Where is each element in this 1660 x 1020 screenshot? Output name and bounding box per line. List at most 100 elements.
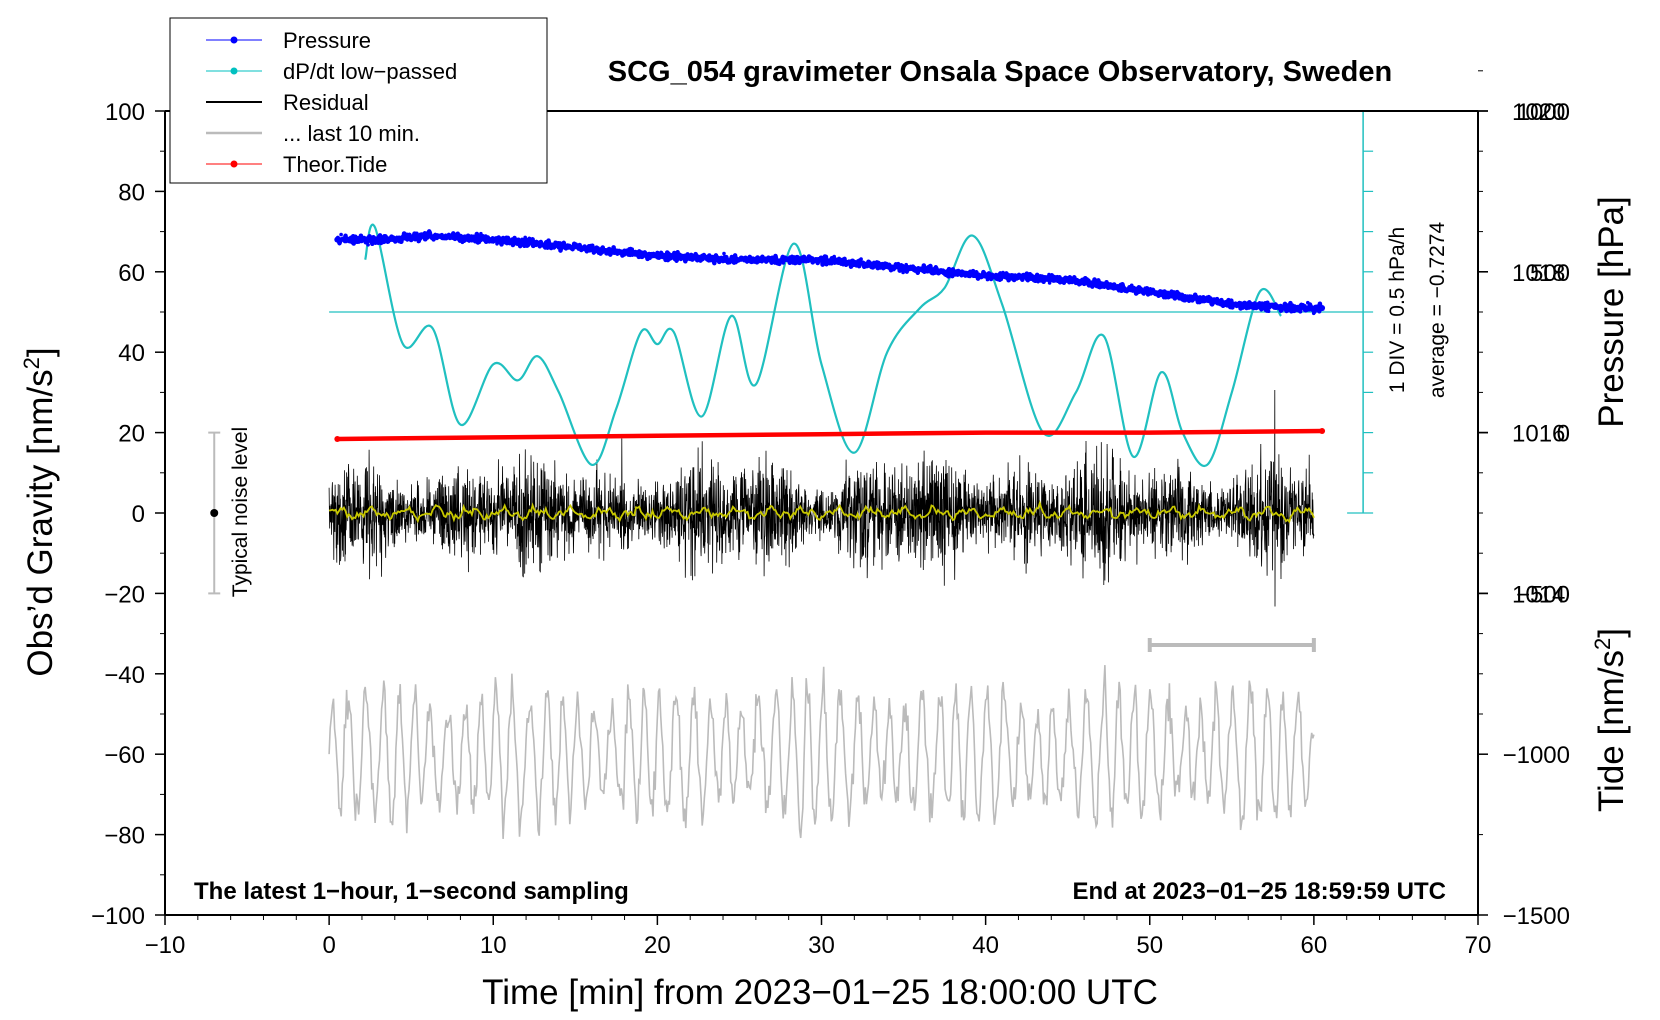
pressure-point	[479, 231, 483, 236]
x-tick-label: 20	[644, 932, 671, 959]
bottom-left-annotation: The latest 1−hour, 1−second sampling	[194, 878, 629, 905]
pressure-point	[1137, 285, 1142, 290]
legend-label-residual: Residual	[283, 90, 369, 115]
legend-marker-dpdt	[230, 67, 238, 75]
pressure-point	[998, 277, 1002, 282]
pressure-point	[366, 243, 370, 247]
pressure-tick-label: 1020	[1512, 99, 1565, 126]
pressure-point	[1135, 287, 1139, 292]
last10-series-line	[328, 665, 1315, 839]
noise-level-label: Typical noise level	[229, 427, 252, 597]
pressure-point	[1047, 275, 1052, 280]
pressure-point	[1058, 280, 1063, 285]
pressure-point	[733, 253, 737, 257]
tide-start-point	[334, 436, 341, 443]
legend-marker-tide	[230, 160, 238, 168]
tide-tick-label: −1000	[1503, 742, 1570, 769]
legend: Pressure dP/dt low−passed Residual ... l…	[169, 17, 548, 184]
pressure-point	[859, 257, 863, 261]
pressure-point	[1193, 293, 1198, 297]
pressure-series-line	[335, 229, 1325, 315]
tide-tick-label: 1000	[1517, 99, 1570, 126]
y-axis-label-gravity-sup: 2	[19, 357, 44, 369]
pressure-point	[986, 276, 990, 281]
pressure-point	[460, 240, 465, 245]
legend-entry-dpdt: dP/dt low−passed	[206, 59, 457, 84]
pressure-point	[1100, 284, 1104, 289]
y-tick-label: −100	[91, 903, 145, 930]
pressure-point	[606, 250, 610, 255]
tide-tick-label: 0	[1557, 421, 1570, 448]
dpdt-scale-label: 1 DIV = 0.5 hPa/h	[1386, 227, 1409, 393]
pressure-point	[858, 261, 862, 266]
pressure-point	[1082, 282, 1086, 287]
x-tick-label: 40	[972, 932, 999, 959]
legend-entry-pressure: Pressure	[206, 28, 371, 53]
pressure-point	[850, 263, 855, 268]
pressure-point	[1047, 272, 1051, 277]
pressure-tick-label: 1014	[1512, 581, 1565, 608]
pressure-point	[423, 237, 427, 242]
x-axis-label: Time [min] from 2023−01−25 18:00:00 UTC	[482, 973, 1158, 1012]
y-tick-label: 40	[118, 340, 145, 367]
residual-series-line	[328, 389, 1315, 607]
pressure-point	[527, 241, 532, 245]
pressure-point	[1129, 283, 1134, 288]
pressure-point	[399, 239, 404, 243]
tide-tick-label: −1500	[1503, 903, 1570, 930]
y-tick-label: −20	[104, 581, 145, 608]
bottom-right-annotation: End at 2023−01−25 18:59:59 UTC	[1072, 878, 1446, 905]
y-tick-label: −60	[104, 742, 145, 769]
axes: −10 0 10 20 30 40 50 60 70−100−80−60−40−20020406…	[91, 70, 1570, 959]
pressure-point	[678, 254, 683, 259]
pressure-point	[416, 239, 421, 244]
tide-end-point	[1319, 427, 1326, 434]
pressure-point	[457, 234, 462, 238]
y-axis-label-gravity: Obs’d Gravity [nm/s2]	[19, 347, 60, 676]
legend-label-dpdt: dP/dt low−passed	[283, 59, 457, 84]
pressure-point	[769, 261, 774, 265]
y-axis-label-gravity-end: ]	[21, 347, 60, 357]
pressure-point	[901, 270, 905, 275]
y-tick-label: 20	[118, 421, 145, 448]
x-tick-label: −10	[145, 932, 186, 959]
y-axis-label-tide-main: Tide [nm/s	[1592, 650, 1631, 812]
pressure-point	[832, 254, 836, 259]
tide-tick-label: −500	[1516, 581, 1570, 608]
pressure-point	[904, 262, 908, 267]
legend-label-last10: ... last 10 min.	[283, 121, 420, 146]
legend-entry-residual: Residual	[206, 90, 369, 115]
pressure-point	[999, 274, 1004, 279]
pressure-point	[722, 251, 726, 256]
pressure-tick-label: 1016	[1512, 421, 1565, 448]
pressure-point	[339, 232, 343, 237]
pressure-point	[1247, 300, 1252, 304]
pressure-point	[686, 256, 691, 261]
x-tick-label: 0	[322, 932, 335, 959]
tide-tick-label: 500	[1530, 260, 1570, 287]
pressure-point	[415, 231, 419, 236]
residual-smoothed-series-line	[328, 499, 1315, 524]
y-tick-label: 100	[105, 99, 145, 126]
legend-label-tide: Theor.Tide	[283, 152, 387, 177]
tide-series-line	[337, 428, 1323, 442]
legend-entry-tide: Theor.Tide	[206, 152, 387, 177]
pressure-tick-label: 1018	[1512, 260, 1565, 287]
pressure-point	[1241, 306, 1245, 310]
plot-area	[208, 110, 1374, 839]
pressure-point	[1001, 270, 1005, 275]
pressure-point	[746, 258, 750, 262]
pressure-series	[334, 229, 1326, 316]
y-tick-label: 80	[118, 179, 145, 206]
pressure-end-point	[1319, 304, 1326, 311]
pressure-point	[548, 243, 553, 248]
pressure-point	[495, 242, 499, 246]
pressure-point	[509, 240, 514, 244]
pressure-point	[1311, 311, 1316, 316]
pressure-point	[1047, 281, 1052, 285]
y-axis-label-gravity-main: Obs’d Gravity [nm/s	[21, 369, 60, 676]
y-axis-label-tide-end: ]	[1592, 628, 1631, 638]
noise-bar-center	[210, 509, 219, 517]
x-tick-label: 30	[808, 932, 835, 959]
